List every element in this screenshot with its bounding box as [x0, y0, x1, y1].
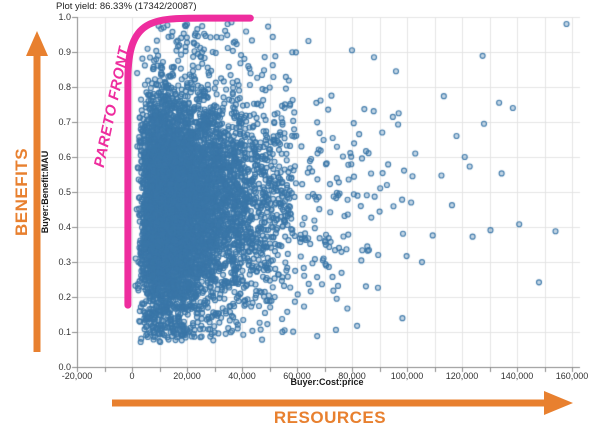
x-tick-label: 120,000 — [445, 371, 479, 381]
y-tick-label: 0.0 — [58, 362, 71, 372]
y-tick-label: 1.0 — [58, 12, 71, 22]
x-tick-label: 100,000 — [390, 371, 424, 381]
x-tick-label: 60,000 — [283, 371, 311, 381]
benefits-label: BENEFITS — [12, 147, 31, 237]
x-tick-label: 0 — [129, 371, 135, 381]
y-tick-label: 0.9 — [58, 47, 71, 57]
x-axis-title: Buyer:Cost:price — [290, 377, 364, 387]
chart-title: Plot yield: 86.33% (17342/20087) — [56, 1, 197, 12]
y-tick-label: 0.6 — [58, 152, 71, 162]
y-tick-label: 0.4 — [58, 222, 71, 232]
y-tick-label: 0.8 — [58, 82, 71, 92]
y-axis-title: Buyer:Benefit:MAU — [40, 150, 50, 234]
y-tick-label: 0.2 — [58, 292, 71, 302]
y-tick-label: 0.1 — [58, 327, 71, 337]
x-tick-label: 140,000 — [500, 371, 534, 381]
y-tick-label: 0.3 — [58, 257, 71, 267]
x-tick-label: 160,000 — [555, 371, 589, 381]
y-tick-label: 0.7 — [58, 117, 71, 127]
x-tick-label: 80,000 — [338, 371, 366, 381]
resources-label: RESOURCES — [273, 408, 387, 427]
x-tick-label: 20,000 — [173, 371, 201, 381]
x-tick-label: 40,000 — [228, 371, 256, 381]
x-tick-label: -20,000 — [61, 371, 93, 381]
y-tick-label: 0.5 — [58, 187, 71, 197]
